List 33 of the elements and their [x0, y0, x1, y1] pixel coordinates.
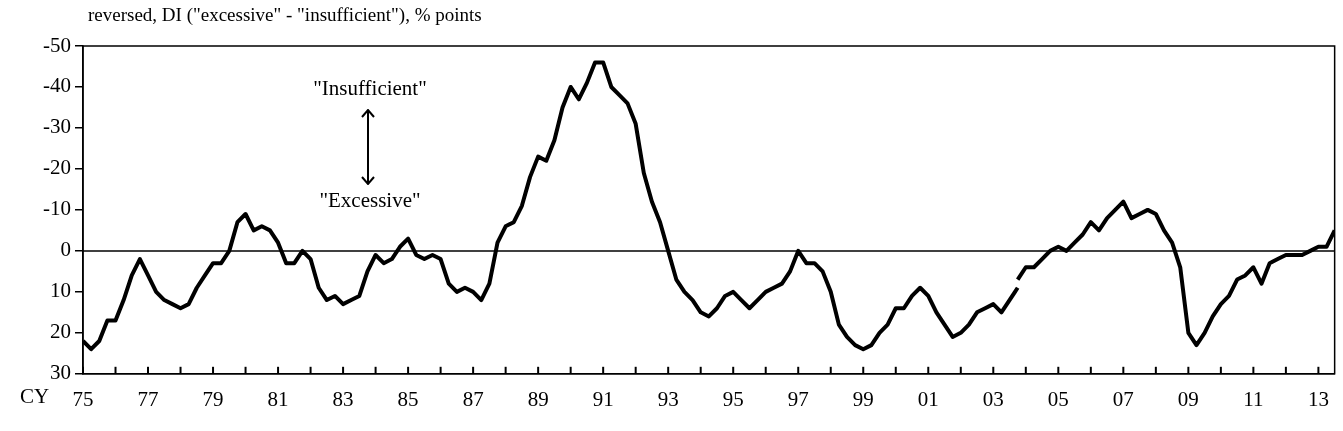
x-tick-label: 85 — [397, 386, 419, 411]
x-axis-title: CY — [20, 383, 50, 409]
x-tick-label: 87 — [462, 386, 484, 411]
x-tick-label: 89 — [527, 386, 549, 411]
x-tick-label: 03 — [982, 386, 1004, 411]
x-tick-label: 93 — [657, 386, 679, 411]
x-tick-label: 97 — [787, 386, 809, 411]
x-tick-label: 07 — [1112, 386, 1134, 411]
x-tick-label: 13 — [1307, 386, 1329, 411]
x-tick-label: 95 — [722, 386, 744, 411]
y-tick-label: -30 — [43, 114, 71, 139]
y-tick-label: 0 — [60, 237, 71, 262]
y-tick-label: 10 — [50, 278, 71, 303]
annotation: "Insufficient" — [313, 76, 427, 101]
y-tick-label: -50 — [43, 32, 71, 57]
y-tick-label: 30 — [50, 360, 71, 385]
x-tick-label: 91 — [592, 386, 614, 411]
x-tick-label: 11 — [1243, 386, 1264, 411]
x-tick-label: 75 — [72, 386, 94, 411]
x-tick-label: 77 — [137, 386, 159, 411]
x-tick-label: 83 — [332, 386, 354, 411]
x-tick-label: 81 — [267, 386, 289, 411]
x-tick-label: 99 — [852, 386, 874, 411]
y-tick-label: -10 — [43, 196, 71, 221]
annotation: "Excessive" — [319, 188, 421, 213]
x-tick-label: 01 — [917, 386, 939, 411]
y-axis-title: reversed, DI ("excessive" - "insufficient"), % points — [88, 4, 482, 26]
x-tick-label: 05 — [1047, 386, 1069, 411]
x-tick-label: 09 — [1177, 386, 1199, 411]
y-tick-label: 20 — [50, 319, 71, 344]
y-tick-label: -40 — [43, 73, 71, 98]
y-tick-label: -20 — [43, 155, 71, 180]
x-tick-label: 79 — [202, 386, 224, 411]
